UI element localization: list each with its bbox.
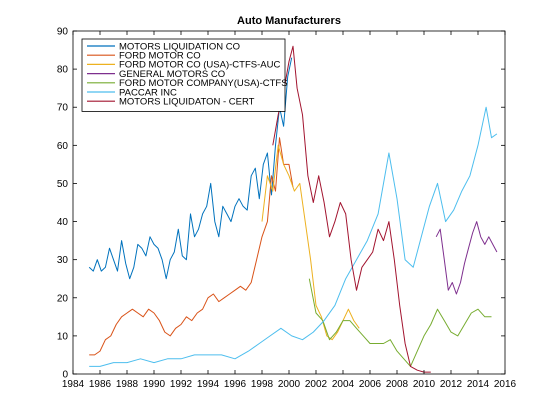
legend-label: FORD MOTOR COMPANY(USA)-CTFS — [119, 78, 288, 89]
series-line-7 — [272, 45, 431, 373]
legend-label: MOTORS LIQUIDATION CO — [119, 41, 240, 52]
x-tick-label: 1996 — [224, 379, 247, 390]
y-tick-label: 50 — [57, 179, 69, 190]
y-tick-label: 10 — [57, 331, 69, 342]
x-tick-label: 1992 — [170, 379, 193, 390]
series-layer — [88, 45, 498, 373]
x-tick-label: 1988 — [116, 379, 139, 390]
y-tick-label: 60 — [57, 141, 69, 152]
x-tick-label: 2000 — [278, 379, 301, 390]
x-tick-label: 2004 — [332, 379, 355, 390]
y-tick-label: 20 — [57, 293, 69, 304]
y-tick-label: 90 — [57, 27, 69, 38]
series-line-5 — [308, 278, 492, 367]
series-line-1 — [88, 57, 293, 280]
series-line-6 — [89, 106, 498, 367]
series-line-2 — [89, 137, 294, 356]
y-tick-label: 70 — [57, 103, 69, 114]
x-tick-label: 1984 — [62, 379, 85, 390]
x-tick-label: 1994 — [197, 379, 220, 390]
x-tick-label: 2008 — [386, 379, 409, 390]
x-tick-label: 1998 — [251, 379, 274, 390]
y-tick-label: 40 — [57, 217, 69, 228]
chart-title: Auto Manufacturers — [237, 15, 341, 27]
x-tick-label: 2010 — [413, 379, 436, 390]
x-tick-label: 2014 — [467, 379, 490, 390]
x-tick-label: 2012 — [440, 379, 463, 390]
legend-label: FORD MOTOR CO — [119, 51, 201, 62]
legend-label: GENERAL MOTORS CO — [119, 69, 225, 80]
x-tick-label: 2002 — [305, 379, 328, 390]
x-tick-label: 2016 — [494, 379, 517, 390]
y-tick-label: 0 — [62, 370, 68, 381]
axes-layer: 1984 1986 1988 1990 1992 1994 1996 1998 2000 2002… — [57, 27, 517, 391]
x-tick-label: 1990 — [143, 379, 166, 390]
y-tick-label: 30 — [57, 255, 69, 266]
legend-box — [81, 38, 286, 112]
x-tick-label: 1986 — [89, 379, 112, 390]
series-line-4 — [435, 221, 498, 295]
legend-label: MOTORS LIQUIDATON - CERT — [119, 97, 255, 108]
legend-label: PACCAR INC — [119, 87, 177, 98]
legend-label: FORD MOTOR CO (USA)-CTFS-AUC — [119, 60, 280, 71]
x-tick-label: 2006 — [359, 379, 382, 390]
y-tick-label: 80 — [57, 65, 69, 76]
